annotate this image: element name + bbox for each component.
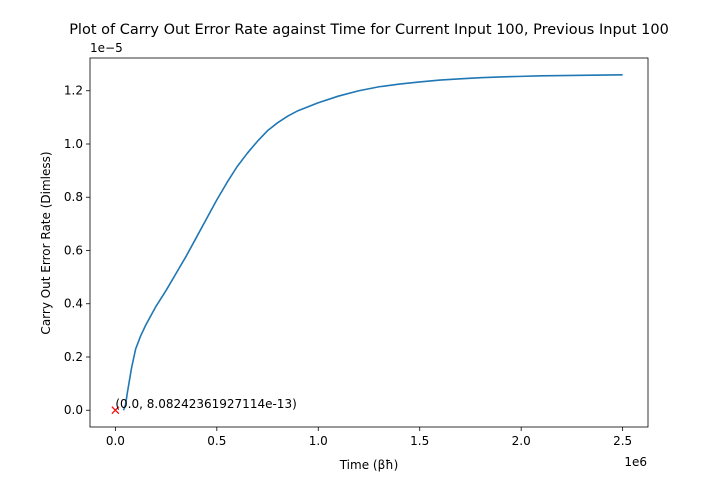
axis-ticks: 0.0 0.5 1.0 1.5 2.0 2.5 0.0 0.2 0.4 0.6 0.8 1.0 1.2 [64,84,632,448]
x-tick-label: 1.0 [309,434,328,448]
x-tick-label: 1.5 [410,434,429,448]
plot-area: (0.0, 8.08242361927114e-13) [111,73,623,415]
x-tick-label: 2.0 [512,434,531,448]
y-tick-label: 0.8 [64,190,83,204]
x-offset-label: 1e6 [624,455,647,469]
x-axis-label: Time (βħ) [339,458,399,472]
x-tick-label: 0.0 [106,434,125,448]
y-tick-label: 1.2 [64,84,83,98]
series-line [122,73,623,411]
y-axis-label: Carry Out Error Rate (Dimless) [39,151,53,334]
y-offset-label: 1e−5 [90,41,123,55]
y-tick-label: 1.0 [64,137,83,151]
y-tick-label: 0.6 [64,243,83,257]
y-tick-label: 0.4 [64,297,83,311]
chart-title: Plot of Carry Out Error Rate against Tim… [69,22,669,38]
x-tick-label: 0.5 [207,434,226,448]
y-tick-label: 0.2 [64,350,83,364]
marker-annotation: (0.0, 8.08242361927114e-13) [115,397,296,411]
y-tick-label: 0.0 [64,403,83,417]
marker-x-point [111,406,120,415]
plot-frame [89,57,649,428]
x-tick-label: 2.5 [613,434,632,448]
